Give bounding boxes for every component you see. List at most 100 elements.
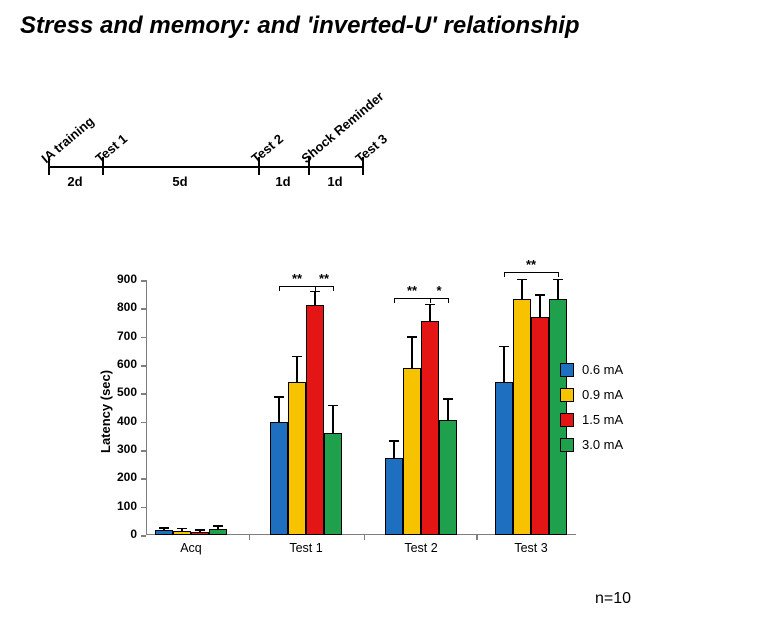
bar bbox=[155, 530, 173, 535]
legend-swatch bbox=[560, 388, 574, 402]
legend-item: 0.6 mA bbox=[560, 362, 623, 377]
y-tick bbox=[141, 280, 146, 282]
bar bbox=[270, 422, 288, 535]
bar bbox=[495, 382, 513, 535]
x-tick bbox=[249, 535, 251, 540]
y-tick bbox=[141, 450, 146, 452]
errorbar-cap bbox=[407, 336, 417, 338]
x-category-label: Test 2 bbox=[386, 541, 456, 555]
y-tick-label: 600 bbox=[90, 357, 137, 371]
sig-bracket-drop bbox=[394, 298, 395, 303]
bar bbox=[403, 368, 421, 535]
sig-bracket-drop bbox=[448, 298, 449, 303]
errorbar-cap bbox=[274, 396, 284, 398]
sig-label: ** bbox=[312, 271, 336, 286]
sig-label: ** bbox=[519, 257, 543, 272]
y-tick-label: 800 bbox=[90, 300, 137, 314]
y-tick-label: 700 bbox=[90, 329, 137, 343]
errorbar-stem bbox=[539, 294, 541, 317]
x-category-label: Acq bbox=[156, 541, 226, 555]
errorbar-cap bbox=[553, 279, 563, 281]
timeline-label: Test 2 bbox=[248, 131, 286, 166]
x-category-label: Test 3 bbox=[496, 541, 566, 555]
sig-label: ** bbox=[400, 283, 424, 298]
bar bbox=[173, 531, 191, 535]
sig-bracket bbox=[430, 298, 448, 299]
bar bbox=[288, 382, 306, 535]
x-tick bbox=[476, 535, 478, 540]
bar bbox=[531, 317, 549, 535]
y-axis-title: Latency (sec) bbox=[98, 369, 113, 452]
legend-label: 1.5 mA bbox=[582, 412, 623, 427]
y-tick-label: 0 bbox=[90, 527, 137, 541]
legend-item: 0.9 mA bbox=[560, 387, 623, 402]
errorbar-stem bbox=[393, 440, 395, 458]
sig-bracket bbox=[279, 286, 315, 287]
legend-swatch bbox=[560, 438, 574, 452]
y-tick-label: 100 bbox=[90, 499, 137, 513]
errorbar-cap bbox=[535, 294, 545, 296]
sample-size: n=10 bbox=[595, 590, 631, 608]
y-tick bbox=[141, 365, 146, 367]
timeline-gap-label: 2d bbox=[60, 174, 90, 189]
errorbar-stem bbox=[332, 405, 334, 433]
y-tick-label: 200 bbox=[90, 470, 137, 484]
errorbar-cap bbox=[443, 398, 453, 400]
errorbar-stem bbox=[447, 398, 449, 420]
errorbar-stem bbox=[557, 279, 559, 299]
sig-bracket-drop bbox=[279, 286, 280, 291]
timeline-label: IA training bbox=[38, 114, 97, 166]
errorbar-stem bbox=[521, 279, 523, 299]
y-tick bbox=[141, 393, 146, 395]
x-tick bbox=[364, 535, 366, 540]
legend-item: 3.0 mA bbox=[560, 437, 623, 452]
errorbar-cap bbox=[517, 279, 527, 281]
legend-label: 0.9 mA bbox=[582, 387, 623, 402]
y-tick bbox=[141, 507, 146, 509]
sig-bracket-drop bbox=[315, 286, 316, 291]
y-tick bbox=[141, 535, 146, 537]
y-tick-label: 900 bbox=[90, 272, 137, 286]
errorbar-stem bbox=[278, 396, 280, 422]
bar bbox=[324, 433, 342, 535]
bar bbox=[439, 420, 457, 535]
errorbar-cap bbox=[389, 440, 399, 442]
timeline-baseline bbox=[48, 166, 362, 168]
errorbar-stem bbox=[503, 346, 505, 382]
errorbar-stem bbox=[314, 291, 316, 305]
timeline-label: Test 1 bbox=[92, 131, 130, 166]
bar bbox=[306, 305, 324, 535]
sig-bracket bbox=[315, 286, 333, 287]
timeline-gap-label: 1d bbox=[320, 174, 350, 189]
legend-swatch bbox=[560, 413, 574, 427]
y-tick bbox=[141, 422, 146, 424]
sig-bracket-drop bbox=[558, 272, 559, 277]
timeline-label: Test 3 bbox=[352, 131, 390, 166]
page-title: Stress and memory: and 'inverted-U' rela… bbox=[20, 12, 580, 40]
timeline-gap-label: 5d bbox=[165, 174, 195, 189]
latency-chart: 0100200300400500600700800900Latency (sec… bbox=[90, 280, 640, 595]
timeline-diagram: IA trainingTest 1Test 2Shock ReminderTes… bbox=[40, 82, 410, 192]
sig-bracket bbox=[394, 298, 430, 299]
timeline-gap-label: 1d bbox=[268, 174, 298, 189]
chart-legend: 0.6 mA 0.9 mA 1.5 mA 3.0 mA bbox=[560, 362, 623, 462]
y-tick bbox=[141, 478, 146, 480]
bar bbox=[191, 532, 209, 535]
x-category-label: Test 1 bbox=[271, 541, 341, 555]
legend-label: 0.6 mA bbox=[582, 362, 623, 377]
errorbar-cap bbox=[159, 527, 169, 529]
sig-bracket bbox=[504, 272, 558, 273]
errorbar-cap bbox=[292, 356, 302, 358]
errorbar-cap bbox=[425, 304, 435, 306]
sig-bracket-drop bbox=[333, 286, 334, 291]
legend-item: 1.5 mA bbox=[560, 412, 623, 427]
bar bbox=[385, 458, 403, 535]
legend-swatch bbox=[560, 363, 574, 377]
sig-label: ** bbox=[285, 271, 309, 286]
errorbar-cap bbox=[177, 528, 187, 530]
sig-bracket-drop bbox=[430, 298, 431, 303]
errorbar-stem bbox=[411, 336, 413, 368]
errorbar-cap bbox=[499, 346, 509, 348]
bar bbox=[513, 299, 531, 535]
sig-label: * bbox=[427, 283, 451, 298]
